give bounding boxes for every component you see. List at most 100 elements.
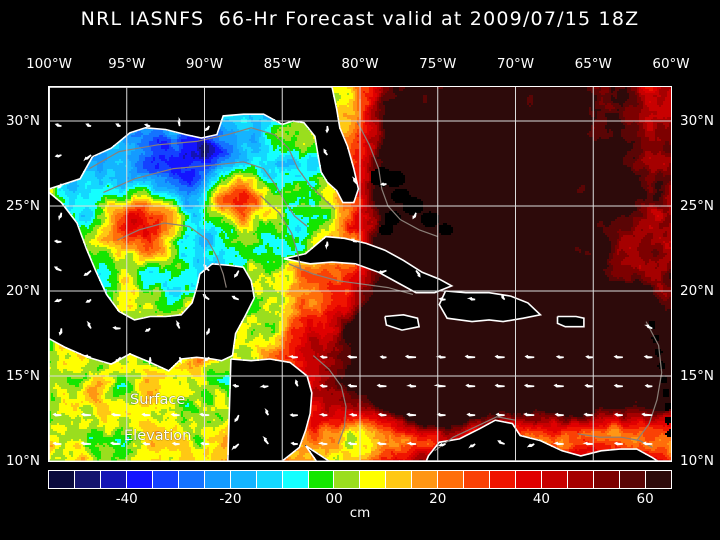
current-vector-14 [468, 443, 476, 449]
current-vector-0 [52, 441, 62, 446]
colorbar-cell-1 [74, 471, 101, 488]
current-vector-98 [58, 212, 63, 221]
graticule [49, 87, 671, 461]
colorbar-cell-11 [334, 471, 361, 488]
current-vector-60 [178, 356, 183, 365]
current-vector-75 [58, 328, 63, 336]
colorbar-cell-17 [490, 471, 517, 488]
bathy-contour-1 [103, 161, 308, 227]
current-vector-52 [523, 383, 535, 388]
current-vector-23 [110, 412, 121, 417]
colorbar-tick-3: 20 [429, 491, 447, 507]
colorbar-cell-19 [542, 471, 569, 488]
current-vector-87 [466, 296, 476, 301]
current-vector-100 [57, 183, 63, 189]
current-vector-107 [85, 123, 92, 127]
colorbar-cell-5 [178, 471, 205, 488]
lon-tick-80w: 80°W [341, 56, 379, 72]
current-vector-74 [643, 355, 653, 359]
lat-tick-10n: 10°N [680, 453, 715, 469]
colorbar-cell-13 [386, 471, 413, 488]
current-vector-40 [614, 412, 623, 417]
map-plot-area [48, 86, 672, 462]
current-vector-63 [319, 355, 328, 359]
current-vector-28 [264, 407, 269, 416]
colorbar-unit-label: cm [349, 505, 371, 521]
current-vector-68 [464, 354, 476, 359]
current-vector-layer [52, 116, 653, 451]
coastline-4 [384, 313, 421, 331]
lat-tick-25n: 25°N [5, 198, 40, 214]
current-vector-6 [231, 443, 240, 451]
colorbar-tick-0: -40 [115, 491, 138, 507]
current-vector-69 [494, 354, 505, 359]
current-vector-37 [523, 412, 535, 417]
current-vector-48 [406, 383, 417, 388]
current-vector-89 [53, 266, 62, 272]
current-vector-31 [348, 412, 358, 417]
current-vector-51 [494, 383, 505, 388]
current-vector-81 [644, 324, 653, 330]
bathy-contour-3 [260, 195, 302, 271]
surface-elevation-field [49, 87, 671, 461]
current-vector-22 [80, 412, 92, 417]
colorbar-tick-1: -20 [219, 491, 242, 507]
bathy-contour-0 [89, 127, 336, 210]
lat-tick-25n: 25°N [680, 198, 715, 214]
colorbar-cell-21 [594, 471, 620, 488]
current-vector-83 [85, 298, 92, 303]
current-vector-72 [585, 355, 594, 359]
coastline-8 [226, 358, 313, 461]
current-vector-20 [642, 441, 653, 446]
current-vector-105 [323, 148, 328, 156]
current-vector-4 [171, 441, 180, 446]
current-vector-73 [613, 355, 623, 359]
colorbar-cell-14 [412, 471, 439, 488]
current-vector-36 [495, 412, 505, 417]
coastline-1 [49, 87, 360, 204]
bathy-contour-4 [356, 120, 439, 238]
current-vector-41 [641, 412, 653, 417]
colorbar-cell-20 [568, 471, 595, 488]
current-vector-88 [501, 293, 506, 301]
bathy-contour-5 [288, 263, 414, 295]
lat-tick-15n: 15°N [5, 368, 40, 384]
current-vector-111 [204, 125, 210, 132]
colorbar-tick-5: 60 [636, 491, 654, 507]
lat-tick-10n: 10°N [5, 453, 40, 469]
current-vector-71 [555, 355, 564, 359]
colorbar-cell-18 [516, 471, 543, 488]
current-vector-17 [552, 441, 564, 446]
current-vector-64 [346, 354, 357, 359]
bathy-contour-7 [636, 321, 663, 441]
current-vector-103 [54, 154, 62, 158]
bathy-contour-9 [434, 416, 516, 452]
current-vector-58 [114, 356, 122, 365]
lon-tick-100w: 100°W [26, 56, 72, 72]
current-vector-85 [231, 295, 240, 301]
current-vector-102 [380, 182, 387, 187]
lon-tick-70w: 70°W [496, 56, 535, 72]
colorbar-cell-6 [204, 471, 231, 488]
current-vector-18 [582, 441, 594, 446]
lon-tick-60w: 60°W [652, 56, 690, 72]
current-vector-27 [234, 414, 240, 423]
current-vector-94 [415, 270, 421, 278]
current-vector-45 [319, 384, 328, 388]
current-vector-112 [325, 125, 330, 134]
current-vector-38 [554, 412, 564, 417]
current-vector-92 [234, 270, 240, 278]
current-vector-2 [109, 441, 121, 446]
colorbar-cell-8 [256, 471, 283, 488]
current-vector-32 [377, 412, 387, 417]
current-vector-57 [82, 354, 92, 359]
current-vector-34 [436, 412, 446, 417]
elevation-raster [49, 87, 671, 461]
current-vector-33 [406, 412, 417, 417]
coastline-2 [283, 235, 454, 294]
current-vector-78 [144, 327, 151, 332]
current-vector-53 [553, 383, 564, 388]
current-vector-3 [142, 441, 151, 446]
current-vector-42 [232, 383, 239, 388]
current-vector-19 [613, 441, 623, 446]
